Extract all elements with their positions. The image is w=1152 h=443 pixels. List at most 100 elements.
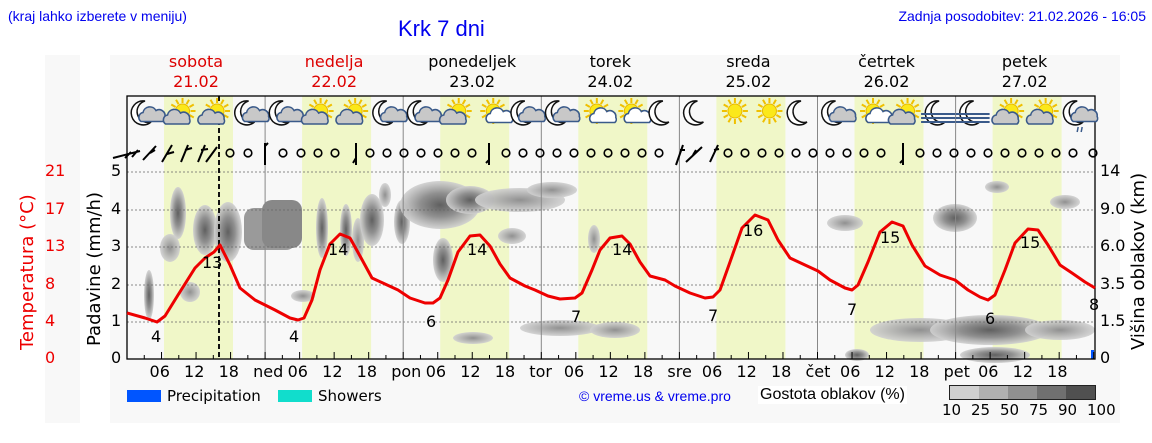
calm-wind-markers xyxy=(225,148,1098,158)
x-tick-label: 18 xyxy=(909,362,930,381)
cloud-density-label: Gostota oblakov (%) xyxy=(758,386,907,404)
svg-text:15: 15 xyxy=(880,228,900,247)
day-name: petek xyxy=(1001,52,1048,71)
cloud-height-tick: 6.0 xyxy=(1100,236,1126,255)
temp-axis-panel xyxy=(45,55,80,423)
day-separators xyxy=(264,96,957,359)
temperature-tick: 13 xyxy=(45,236,66,255)
moon-cloud-icon xyxy=(821,100,857,126)
cloud-density-scale-label: 90 xyxy=(1058,401,1078,419)
cloud-density-scale-label: 10 xyxy=(942,401,962,419)
svg-text:14: 14 xyxy=(612,240,632,259)
day-name: četrtek xyxy=(858,52,915,71)
day-date: 22.02 xyxy=(311,72,357,91)
x-tick-label: 06 xyxy=(840,362,861,381)
day-date: 23.02 xyxy=(449,72,496,91)
day-date: 24.02 xyxy=(587,72,634,91)
page-title: Krk 7 dni xyxy=(398,16,485,41)
precipitation-tick: 1 xyxy=(111,311,122,330)
temperature-line xyxy=(126,213,1096,324)
day-name: torek xyxy=(589,52,631,71)
moon-cloud-icon xyxy=(372,100,408,126)
svg-text:14: 14 xyxy=(328,240,348,259)
wind-barbs xyxy=(112,142,904,166)
day-header: sobota 21.02 xyxy=(127,52,265,92)
x-tick-label: čet xyxy=(805,362,831,381)
svg-text:14: 14 xyxy=(467,240,487,259)
moon-fog-icon xyxy=(921,100,956,126)
showers-legend-label: Showers xyxy=(318,387,382,405)
x-tick-label: 12 xyxy=(184,362,205,381)
svg-text:13: 13 xyxy=(202,253,222,272)
temperature-extrema-labels: 4 13 4 14 6 14 7 14 7 16 7 15 6 15 8 xyxy=(151,221,1099,346)
sun-icon xyxy=(721,98,748,124)
sun-small-cloud-icon xyxy=(860,98,894,124)
cloud-height-tick: 3.5 xyxy=(1100,274,1126,293)
temperature-tick: 8 xyxy=(45,274,56,293)
svg-text:7: 7 xyxy=(847,300,857,319)
cloud-density-blobs xyxy=(144,181,1095,363)
sun-cloud-icon xyxy=(300,98,334,125)
weather-icons xyxy=(130,98,1099,133)
x-tick-label: pon xyxy=(391,362,422,381)
x-tick-marks xyxy=(126,352,1095,359)
x-tick-label: 18 xyxy=(494,362,516,381)
last-update: Zadnja posodobitev: 21.02.2026 - 16:05 xyxy=(898,8,1146,24)
moon-icon xyxy=(786,100,808,126)
x-tick-label: 18 xyxy=(356,362,378,381)
temperature-tick: 21 xyxy=(45,161,66,180)
copyright-link[interactable]: © vreme.us & vreme.pro xyxy=(579,388,731,404)
day-header: sreda 25.02 xyxy=(679,52,817,92)
svg-text:6: 6 xyxy=(426,312,436,331)
cloud-height-tick: 0 xyxy=(1100,348,1111,367)
sun-small-cloud-icon xyxy=(618,98,652,124)
x-tick-label: 12 xyxy=(736,362,757,381)
svg-text:4: 4 xyxy=(151,327,161,346)
cloud-density-scale-label: 75 xyxy=(1029,401,1049,419)
precipitation-tick: 5 xyxy=(111,161,122,180)
moon-cloud-icon xyxy=(406,100,443,126)
svg-text:7: 7 xyxy=(708,306,718,325)
showers-legend-swatch xyxy=(278,390,312,402)
day-header: ponedeljek 23.02 xyxy=(403,52,541,92)
x-tick-label: tor xyxy=(529,362,552,381)
cloud-density-scale-label: 25 xyxy=(971,401,991,419)
sun-cloud-icon xyxy=(335,98,369,125)
x-tick-label: 18 xyxy=(770,362,792,381)
cloud-height-tick: 14 xyxy=(1100,161,1121,180)
x-tick-label: 12 xyxy=(874,362,895,381)
x-tick-label: 12 xyxy=(460,362,481,381)
svg-text:4: 4 xyxy=(289,327,299,346)
x-tick-label: 06 xyxy=(563,362,585,381)
precipitation-tick: 3 xyxy=(111,236,122,255)
region-hint: (kraj lahko izberete v meniju) xyxy=(8,8,187,24)
x-tick-label: 06 xyxy=(149,362,170,381)
day-header: četrtek 26.02 xyxy=(818,52,956,92)
day-header: nedelja 22.02 xyxy=(265,52,403,92)
x-tick-label: 06 xyxy=(701,362,723,381)
day-name: ponedeljek xyxy=(428,52,517,71)
precipitation-legend-label: Precipitation xyxy=(167,387,261,405)
x-tick-label: 12 xyxy=(322,362,343,381)
precipitation-tick: 2 xyxy=(111,274,122,293)
precipitation-legend-swatch xyxy=(127,390,161,402)
svg-text:6: 6 xyxy=(985,309,995,328)
x-tick-label: 12 xyxy=(598,362,619,381)
moon-cloud-icon xyxy=(510,100,547,126)
day-header: torek 24.02 xyxy=(541,52,679,92)
day-header: petek 27.02 xyxy=(956,52,1094,92)
moon-fog-icon xyxy=(955,100,990,126)
precipitation-tick: 4 xyxy=(111,199,122,218)
cloud-height-tick: 9.0 xyxy=(1100,199,1126,218)
moon-cloud-icon xyxy=(268,100,305,126)
moon-icon xyxy=(682,100,704,126)
sun-cloud-icon xyxy=(438,98,472,125)
sun-icon xyxy=(756,98,783,124)
temperature-tick: 4 xyxy=(45,311,56,330)
svg-text:8: 8 xyxy=(1089,295,1099,314)
day-date: 27.02 xyxy=(1001,72,1048,91)
temperature-tick: 17 xyxy=(45,199,66,218)
x-tick-label: 06 xyxy=(287,362,308,381)
temperature-tick: 0 xyxy=(45,348,56,367)
